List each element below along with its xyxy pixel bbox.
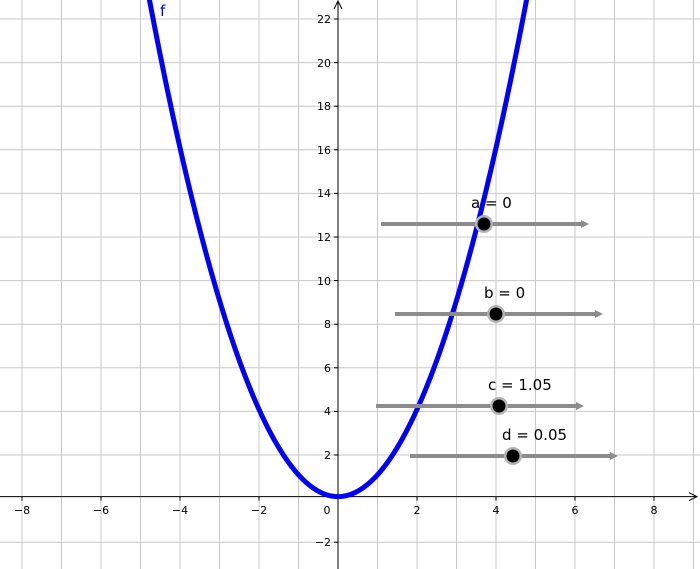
slider-handle[interactable]	[477, 217, 491, 231]
y-tick-label: 4	[324, 405, 331, 418]
slider-label-b: b = 0	[484, 284, 525, 302]
slider-handle[interactable]	[489, 307, 503, 321]
slider-track-arrow-icon	[581, 220, 589, 228]
slider-track-arrow-icon	[576, 402, 584, 410]
x-tick-label: 0	[324, 504, 331, 517]
y-tick-label: 20	[317, 57, 331, 70]
y-tick-label: 22	[317, 13, 331, 26]
slider-a[interactable]: a = 0	[381, 194, 589, 233]
slider-handle[interactable]	[492, 399, 506, 413]
slider-handle[interactable]	[506, 449, 520, 463]
x-tick-label: −2	[251, 504, 267, 517]
slider-d[interactable]: d = 0.05	[410, 426, 618, 465]
y-tick-label: −2	[315, 536, 331, 549]
x-tick-label: 8	[651, 504, 658, 517]
x-tick-label: −6	[93, 504, 109, 517]
y-tick-label: 14	[317, 187, 331, 200]
function-curve-f[interactable]	[141, 0, 536, 500]
x-tick-label: 4	[493, 504, 500, 517]
slider-track-arrow-icon	[610, 452, 618, 460]
y-axis-arrow-icon	[333, 0, 343, 10]
x-tick-label: −8	[14, 504, 30, 517]
x-tick-labels: −8 −6 −4 −2 0 2 4 6 8	[14, 504, 658, 517]
slider-label-c: c = 1.05	[488, 376, 552, 394]
slider-label-a: a = 0	[471, 194, 512, 212]
x-axis-arrow-icon	[688, 492, 699, 502]
slider-c[interactable]: c = 1.05	[376, 376, 584, 415]
slider-label-d: d = 0.05	[502, 426, 567, 444]
y-tick-label: 2	[324, 449, 331, 462]
y-tick-labels: −2 2 4 6 8 10 12 14 16 18 20 22	[315, 13, 331, 549]
y-tick-label: 12	[317, 231, 331, 244]
y-tick-label: 10	[317, 275, 331, 288]
y-tick-label: 6	[324, 362, 331, 375]
slider-track-arrow-icon	[595, 310, 603, 318]
y-tick-label: 18	[317, 100, 331, 113]
y-tick-label: 16	[317, 144, 331, 157]
slider-b[interactable]: b = 0	[395, 284, 603, 323]
x-tick-label: −4	[172, 504, 188, 517]
y-tick-label: 8	[324, 318, 331, 331]
function-label: f	[160, 2, 166, 20]
x-tick-label: 6	[572, 504, 579, 517]
x-tick-label: 2	[414, 504, 421, 517]
